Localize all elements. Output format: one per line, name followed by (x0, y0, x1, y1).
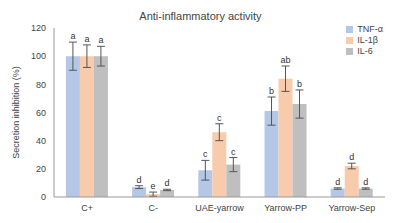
svg-text:Yarrow-PP: Yarrow-PP (264, 203, 307, 213)
html-text:TNF-α: TNF-α (357, 24, 383, 34)
svg-text:d: d (165, 178, 170, 188)
html-text:IL-1β: IL-1β (357, 35, 378, 45)
svg-text:0: 0 (41, 192, 46, 202)
svg-text:e: e (151, 181, 156, 191)
svg-text:C-: C- (149, 203, 159, 213)
svg-text:b: b (269, 86, 274, 96)
svg-text:d: d (137, 175, 142, 185)
svg-text:100: 100 (31, 51, 46, 61)
svg-text:80: 80 (36, 80, 46, 90)
svg-text:Secretion inhibition (%): Secretion inhibition (%) (11, 66, 21, 159)
svg-text:ab: ab (281, 55, 291, 65)
svg-text:c: c (231, 147, 236, 157)
svg-text:c: c (203, 149, 208, 159)
html-text:Anti-inflammatory activity: Anti-inflammatory activity (139, 10, 262, 22)
svg-text:Yarrow-Sep: Yarrow-Sep (328, 203, 375, 213)
svg-text:40: 40 (36, 136, 46, 146)
svg-text:20: 20 (36, 164, 46, 174)
svg-text:d: d (363, 177, 368, 187)
svg-text:d: d (335, 177, 340, 187)
svg-text:b: b (297, 79, 302, 89)
svg-text:c: c (217, 113, 222, 123)
svg-text:UAE-yarrow: UAE-yarrow (195, 203, 244, 213)
svg-text:60: 60 (36, 108, 46, 118)
html-text:IL-6: IL-6 (357, 46, 373, 56)
svg-text:120: 120 (31, 23, 46, 33)
svg-text:a: a (98, 35, 103, 45)
svg-text:a: a (70, 31, 75, 41)
svg-text:C+: C+ (81, 203, 93, 213)
svg-text:d: d (349, 152, 354, 162)
svg-text:a: a (84, 34, 89, 44)
